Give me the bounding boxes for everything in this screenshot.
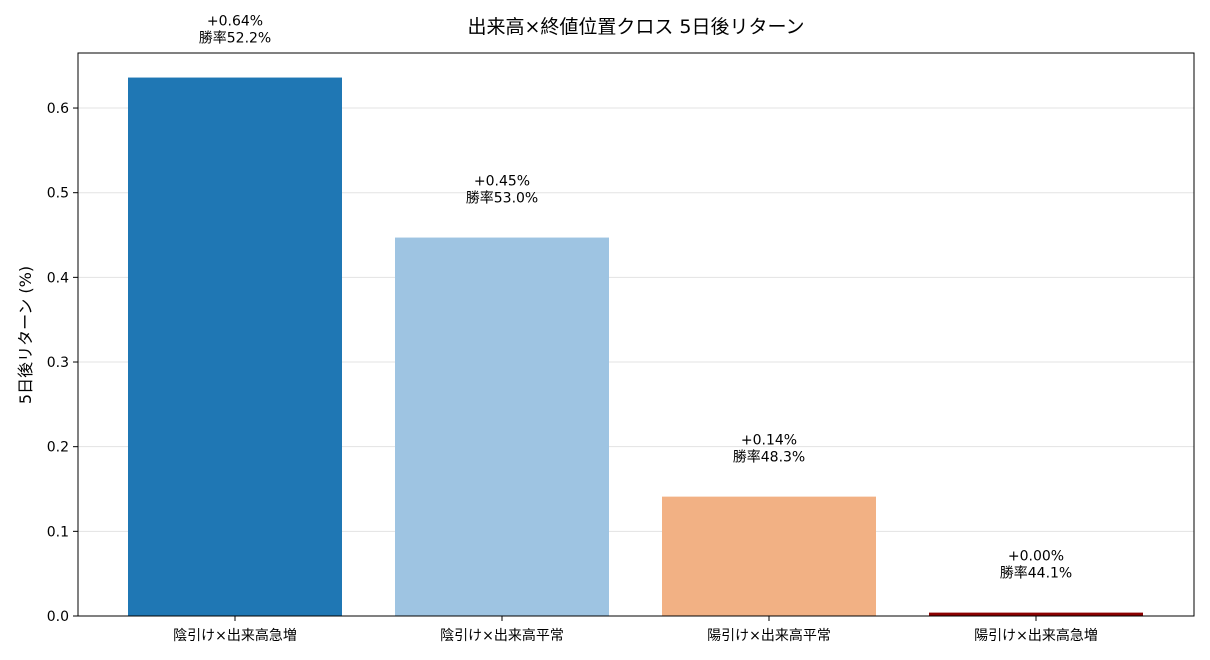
winrate-label: 勝率52.2% bbox=[199, 30, 271, 47]
y-tick-label: 0.3 bbox=[47, 355, 69, 371]
y-tick-label: 0.6 bbox=[47, 101, 69, 117]
y-axis: 0.0 0.1 0.2 0.3 0.4 0.5 0.6 bbox=[47, 101, 78, 625]
bar bbox=[128, 77, 342, 616]
x-tick-label: 陰引け×出来高平常 bbox=[440, 627, 564, 644]
data-labels: +0.64%勝率52.2% +0.45%勝率53.0% +0.14%勝率48.3% +… bbox=[199, 14, 1072, 582]
bar bbox=[395, 237, 609, 616]
winrate-label: 勝率44.1% bbox=[1000, 565, 1072, 582]
y-axis-label: 5日後リターン (%) bbox=[16, 266, 35, 404]
plot-frame bbox=[77, 52, 1195, 617]
y-tick-label: 0.5 bbox=[47, 186, 69, 202]
bar bbox=[662, 496, 876, 616]
bars bbox=[128, 77, 1143, 616]
chart-title: 出来高×終値位置クロス 5日後リターン bbox=[467, 16, 804, 38]
y-tick-label: 0.1 bbox=[47, 524, 69, 540]
y-tick-label: 0.2 bbox=[47, 440, 69, 456]
y-tick-label: 0.4 bbox=[47, 270, 69, 286]
x-tick-label: 陽引け×出来高平常 bbox=[707, 627, 831, 644]
x-axis: 陰引け×出来高急増 陰引け×出来高平常 陽引け×出来高平常 陽引け×出来高急増 bbox=[173, 616, 1098, 644]
winrate-label: 勝率53.0% bbox=[466, 190, 538, 207]
return-label: +0.00% bbox=[1008, 549, 1064, 565]
y-tick-label: 0.0 bbox=[47, 609, 69, 625]
bar bbox=[929, 612, 1143, 616]
return-label: +0.14% bbox=[741, 433, 797, 449]
x-tick-label: 陽引け×出来高急増 bbox=[974, 627, 1098, 644]
return-label: +0.45% bbox=[474, 174, 530, 190]
winrate-label: 勝率48.3% bbox=[733, 449, 805, 466]
return-label: +0.64% bbox=[207, 14, 263, 30]
x-tick-label: 陰引け×出来高急増 bbox=[173, 627, 297, 644]
